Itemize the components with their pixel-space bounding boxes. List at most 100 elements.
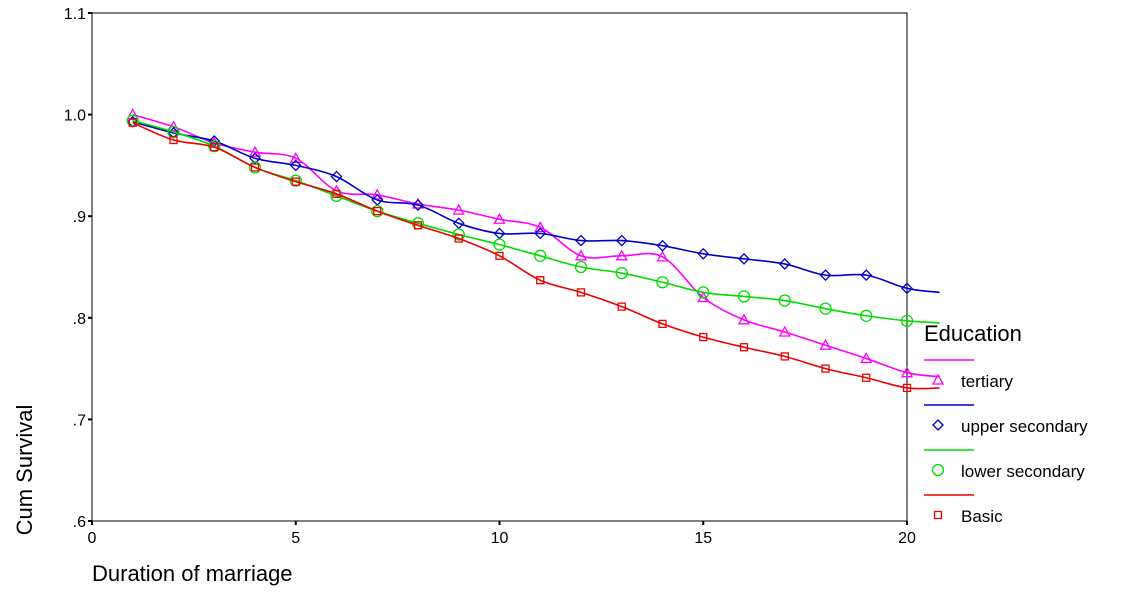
x-tick-label: 20: [898, 530, 916, 547]
data-point-basic: [902, 383, 912, 393]
data-point-tertiary: [656, 250, 669, 262]
legend-marker-upper-secondary: [932, 419, 944, 431]
data-point-tertiary: [411, 197, 425, 209]
data-point-lower-secondary: [900, 314, 914, 327]
data-point-lower-secondary: [534, 249, 547, 262]
series-line-basic: [132, 121, 940, 390]
data-point-tertiary: [778, 325, 791, 337]
y-tick-label: .7: [73, 412, 86, 429]
data-point-lower-secondary: [656, 276, 669, 289]
data-point-upper-secondary: [615, 234, 628, 247]
data-point-upper-secondary: [656, 239, 669, 252]
series-line-tertiary: [132, 113, 940, 378]
data-point-basic: [495, 251, 504, 260]
y-tick-label: 1.1: [64, 6, 86, 23]
series-basic: [128, 118, 940, 393]
x-tick-label: 10: [491, 530, 509, 547]
data-point-basic: [210, 142, 219, 152]
legend-marker-basic: [933, 510, 943, 520]
data-point-basic: [454, 234, 463, 243]
data-point-tertiary: [900, 366, 914, 378]
y-axis: .6 .7 .8 .9 1.0 1.1: [64, 6, 92, 531]
data-point-lower-secondary: [248, 161, 262, 174]
data-point-tertiary: [615, 249, 628, 261]
data-point-upper-secondary: [289, 159, 302, 172]
data-point-basic: [739, 343, 749, 352]
x-axis-title: Duration of marriage: [92, 561, 293, 586]
series-tertiary: [126, 108, 940, 378]
data-point-lower-secondary: [860, 309, 873, 322]
legend-label-lower-secondary: lower secondary: [961, 462, 1085, 481]
data-point-lower-secondary: [778, 294, 791, 307]
series-layer: [126, 108, 940, 393]
data-point-basic: [128, 118, 137, 127]
x-axis: 0 5 10 15 20: [88, 521, 916, 547]
data-point-basic: [169, 135, 178, 145]
data-point-tertiary: [860, 352, 873, 364]
data-point-basic: [373, 206, 382, 216]
data-point-upper-secondary: [534, 227, 547, 240]
data-point-basic: [617, 302, 626, 311]
data-point-lower-secondary: [737, 290, 751, 303]
legend-label-tertiary: tertiary: [961, 372, 1013, 391]
data-point-lower-secondary: [697, 286, 710, 299]
legend-entry-tertiary: tertiary: [924, 359, 1013, 391]
data-point-tertiary: [534, 221, 547, 233]
data-point-tertiary: [289, 151, 302, 163]
data-point-upper-secondary: [575, 234, 587, 247]
data-point-basic: [576, 288, 586, 297]
data-point-basic: [291, 177, 300, 186]
data-point-upper-secondary: [697, 247, 710, 260]
legend-title: Education: [924, 321, 1022, 346]
legend-marker-lower-secondary: [931, 463, 945, 477]
data-point-upper-secondary: [412, 199, 424, 211]
data-point-upper-secondary: [738, 252, 750, 265]
data-point-lower-secondary: [493, 238, 506, 251]
data-point-basic: [536, 276, 545, 285]
legend: Education tertiary upper secondary lower s…: [924, 321, 1088, 526]
x-tick-label: 15: [694, 530, 712, 547]
data-point-tertiary: [452, 203, 465, 215]
data-point-upper-secondary: [493, 227, 506, 240]
x-tick-label: 0: [88, 530, 97, 547]
data-point-tertiary: [574, 249, 588, 261]
data-point-tertiary: [819, 338, 832, 350]
legend-label-upper-secondary: upper secondary: [961, 417, 1088, 436]
data-point-tertiary: [493, 212, 506, 224]
data-point-lower-secondary: [574, 260, 588, 274]
series-line-lower-secondary: [132, 119, 940, 324]
data-point-lower-secondary: [819, 302, 832, 315]
data-point-basic: [821, 364, 830, 373]
data-point-basic: [332, 189, 341, 198]
data-point-basic: [862, 373, 871, 382]
data-point-lower-secondary: [615, 266, 628, 280]
data-point-tertiary: [371, 188, 384, 200]
legend-entry-basic: Basic: [924, 494, 1003, 526]
y-tick-label: .6: [73, 514, 86, 531]
x-tick-label: 5: [291, 530, 300, 547]
data-point-lower-secondary: [371, 204, 384, 218]
data-point-upper-secondary: [452, 217, 465, 230]
data-point-upper-secondary: [330, 170, 343, 183]
data-point-basic: [658, 319, 667, 329]
legend-marker-tertiary: [931, 373, 945, 385]
legend-entry-lower-secondary: lower secondary: [924, 449, 1085, 481]
data-point-tertiary: [737, 313, 751, 325]
y-axis-title: Cum Survival: [12, 405, 37, 536]
data-point-upper-secondary: [371, 194, 384, 206]
data-point-basic: [250, 163, 260, 172]
data-point-basic: [699, 332, 708, 342]
data-point-upper-secondary: [860, 269, 873, 282]
plot-frame: [91, 12, 908, 522]
series-line-upper-secondary: [132, 120, 940, 294]
y-tick-label: .8: [73, 311, 86, 328]
series-lower-secondary: [126, 114, 940, 327]
legend-label-basic: Basic: [961, 507, 1003, 526]
data-point-upper-secondary: [778, 258, 791, 270]
data-point-tertiary: [248, 145, 262, 157]
data-point-basic: [780, 352, 789, 361]
data-point-lower-secondary: [167, 125, 180, 139]
data-point-basic: [413, 221, 423, 230]
y-tick-label: .9: [73, 209, 86, 226]
